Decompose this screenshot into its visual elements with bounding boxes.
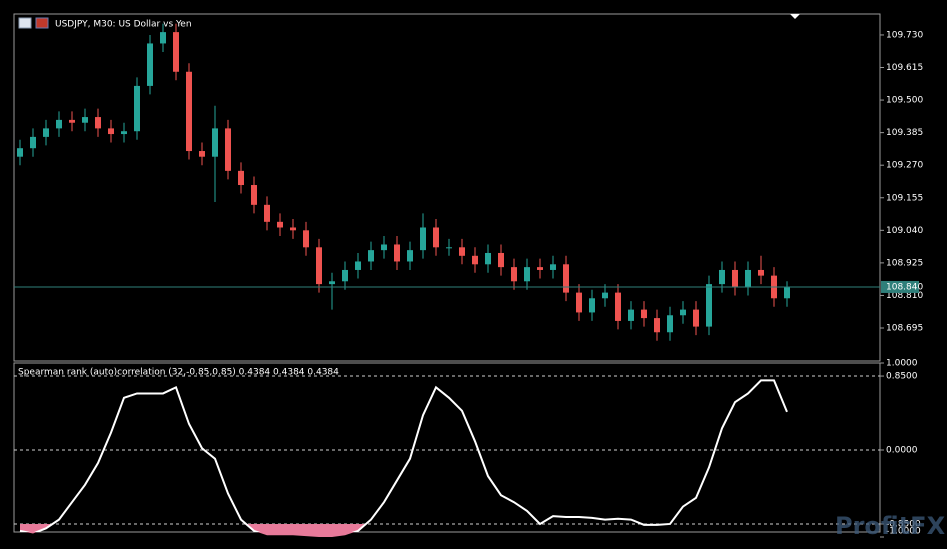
candle-body (615, 292, 621, 321)
last-price-box (881, 280, 919, 293)
candle-body (524, 267, 530, 282)
last-price-label: 108.840 (886, 282, 923, 292)
candle-body (17, 148, 23, 157)
candle-body (446, 247, 452, 249)
y-tick-label: -0.8500 (886, 519, 921, 529)
y-tick-label: 108.925 (886, 258, 923, 268)
candle-body (563, 264, 569, 293)
candle-body (355, 261, 361, 270)
candle-body (602, 292, 608, 299)
candle-body (719, 269, 725, 285)
candle-body (576, 292, 582, 313)
candle-body (459, 247, 465, 256)
candle-body (784, 286, 790, 299)
candle-body (433, 227, 439, 248)
watermark: ProfitFX (835, 512, 946, 540)
candle-body (186, 71, 192, 152)
candle-body (667, 315, 673, 333)
candle-body (550, 264, 556, 270)
indicator-title: Spearman rank (auto)correlation (32,-0.8… (18, 368, 339, 378)
candle-body (329, 281, 335, 285)
y-tick-label: 109.615 (886, 63, 923, 73)
candle-body (420, 227, 426, 251)
candle-body (303, 230, 309, 248)
candle-body (316, 247, 322, 285)
y-tick-label: 109.385 (886, 128, 923, 138)
y-tick-label: 109.040 (886, 226, 923, 236)
y-tick-label: 1.0000 (886, 359, 918, 369)
icon-table[interactable] (18, 17, 32, 29)
indicator-line (19, 379, 788, 532)
candle-body (108, 128, 114, 135)
candle-body (95, 117, 101, 129)
icon-flag[interactable] (35, 17, 49, 29)
candle-body (680, 309, 686, 316)
y-tick-label: -1.0000 (886, 527, 921, 537)
candle-body (30, 136, 36, 149)
candle-body (589, 298, 595, 313)
candle-body (407, 250, 413, 262)
candle-body (745, 269, 751, 287)
candle-body (69, 119, 75, 123)
candle-body (654, 318, 660, 333)
candle-body (368, 250, 374, 262)
candle-body (628, 309, 634, 321)
y-tick-label: 108.810 (886, 291, 923, 301)
candle-body (43, 128, 49, 137)
candle-body (225, 128, 231, 171)
candle-body (394, 244, 400, 262)
candle-body (121, 131, 127, 135)
y-tick-label: 109.155 (886, 193, 923, 203)
candle-body (147, 43, 153, 86)
candle-body (212, 128, 218, 157)
candle-body (238, 170, 244, 186)
candle-body (82, 117, 88, 123)
y-tick-label: 109.500 (886, 96, 923, 106)
candle-body (498, 252, 504, 268)
candle-body (758, 269, 764, 276)
candle-body (251, 185, 257, 205)
candle-body (511, 267, 517, 282)
scroll-marker (790, 14, 800, 19)
chart-title: USDJPY, M30: US Dollar vs Yen (55, 20, 192, 30)
indicator-frame (13, 362, 881, 533)
candle-body (290, 227, 296, 231)
y-tick-label: 109.730 (886, 30, 923, 40)
candle-body (160, 32, 166, 44)
candle-body (342, 269, 348, 282)
y-tick-label: 109.270 (886, 161, 923, 171)
candle-body (472, 255, 478, 265)
y-tick-label: 0.8500 (886, 372, 918, 382)
candle-body (199, 151, 205, 157)
candle-body (537, 267, 543, 270)
main-frame (13, 13, 881, 362)
candle-body (264, 204, 270, 222)
candle-body (381, 244, 387, 251)
candle-body (641, 309, 647, 319)
candle-body (173, 32, 179, 72)
candle-body (732, 269, 738, 287)
y-tick-label: 108.695 (886, 324, 923, 334)
candle-body (277, 221, 283, 228)
candle-body (706, 284, 712, 327)
candle-body (693, 309, 699, 327)
candle-body (56, 119, 62, 129)
y-tick-label: 0.0000 (886, 446, 918, 456)
candle-body (134, 85, 140, 132)
candle-body (485, 252, 491, 265)
